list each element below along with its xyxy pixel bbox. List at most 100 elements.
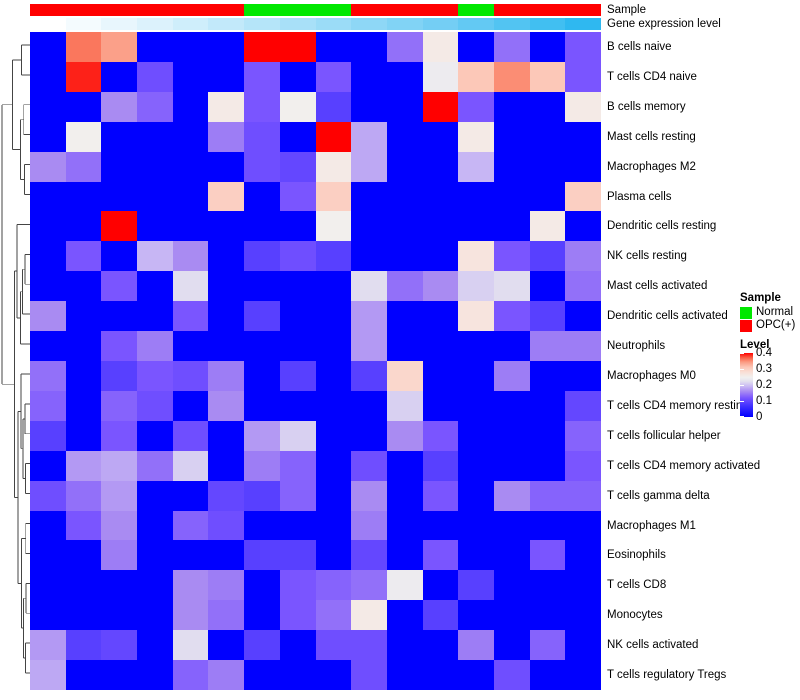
heatmap-cell [279,121,316,152]
heatmap-cell [172,570,209,601]
heatmap-row [30,271,601,302]
legend-colorbar-segment [740,375,753,376]
gene-expression-annotation-cell [30,18,66,30]
heatmap-cell [351,91,387,122]
heatmap-cell [565,390,601,421]
heatmap-cell [529,480,566,511]
heatmap-cell [565,91,601,122]
legend-colorbar-segment [740,406,753,407]
heatmap-cell [315,540,352,571]
heatmap-cell [279,91,316,122]
heatmap-cell [315,181,352,212]
legend-colorbar-segment [740,398,753,399]
heatmap-cell [65,570,102,601]
gene-expression-annotation-cell [244,18,280,30]
heatmap-cell [279,510,316,541]
heatmap-cell [244,360,280,391]
heatmap-cell [30,420,66,451]
heatmap-cell [244,660,280,690]
heatmap-cell [493,390,530,421]
heatmap-cell [351,331,387,361]
heatmap-cell [30,570,66,601]
legend-colorbar-segment [740,405,753,406]
heatmap-cell [458,151,494,182]
heatmap-cell [172,540,209,571]
heatmap-cell [172,301,209,332]
sample-annotation-cell [65,4,102,16]
heatmap-cell [208,570,245,601]
heatmap-cell [529,600,566,631]
sample-annotation-cell [422,4,459,16]
row-label: T cells gamma delta [607,489,710,502]
heatmap-cell [137,241,173,272]
heatmap-cell [386,151,423,182]
row-label: Plasma cells [607,190,672,203]
heatmap-cell [65,181,102,212]
gene-expression-annotation-cell [493,18,530,30]
legend-tick-label: 0.3 [756,363,772,375]
heatmap-cell [137,660,173,690]
heatmap-cell [101,32,138,62]
legend-tick-mark [740,385,744,386]
heatmap-cell [208,271,245,302]
heatmap-cell [315,570,352,601]
gene-expression-annotation-label: Gene expression level [607,18,721,30]
heatmap-cell [493,301,530,332]
heatmap-cell [565,181,601,212]
heatmap-cell [279,450,316,481]
heatmap-cell [101,61,138,92]
heatmap-cell [386,600,423,631]
heatmap-cell [458,480,494,511]
heatmap-cell [386,91,423,122]
heatmap-cell [65,211,102,242]
heatmap-cell [172,390,209,421]
sample-annotation-cell [386,4,423,16]
heatmap-cell [172,360,209,391]
heatmap-cell [279,271,316,302]
heatmap-cell [65,600,102,631]
heatmap-cell [529,331,566,361]
heatmap-cell [279,390,316,421]
heatmap-cell [351,480,387,511]
legend-colorbar-segment [740,353,753,354]
heatmap-cell [137,420,173,451]
heatmap-cell [30,91,66,122]
legend-colorbar-segment [740,400,753,401]
heatmap-row [30,61,601,92]
heatmap-cell [208,211,245,242]
legend-colorbar-segment [740,411,753,412]
legend-colorbar-segment [740,363,753,364]
heatmap-cell [351,32,387,62]
legend-tick-mark [740,416,744,417]
legend-sample-item: OPC(+) [740,319,800,332]
heatmap-cell [386,181,423,212]
legend-sample-item-label: Normal [756,306,794,318]
legend-colorbar-segment [740,387,753,388]
gene-expression-annotation-cell [65,18,102,30]
heatmap-cell [493,121,530,152]
sample-annotation-cell [30,4,66,16]
sample-annotation-cell [172,4,209,16]
heatmap-cell [208,91,245,122]
heatmap-cell [172,61,209,92]
legend-sample-item: Normal [740,306,800,319]
heatmap-row [30,540,601,571]
heatmap-cell [30,61,66,92]
heatmap-cell [386,271,423,302]
heatmap-cell [30,360,66,391]
heatmap-cell [172,271,209,302]
heatmap-cell [565,450,601,481]
heatmap-cell [279,540,316,571]
heatmap-cell [65,390,102,421]
dendrogram-svg [1,44,30,674]
heatmap-cell [279,61,316,92]
heatmap-cell [493,91,530,122]
heatmap-cell [279,211,316,242]
legend-colorbar-segment [740,395,753,396]
gene-expression-annotation-cell [529,18,566,30]
heatmap-cell [208,660,245,690]
heatmap-cell [315,211,352,242]
heatmap-cell [101,450,138,481]
heatmap-cell [386,630,423,661]
heatmap-cell [279,32,316,62]
